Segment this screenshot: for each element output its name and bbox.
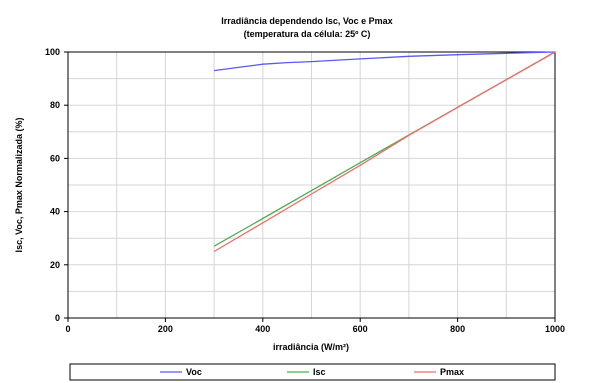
x-tick-label: 200 [158,324,173,334]
x-tick-label: 600 [353,324,368,334]
legend-label-pmax: Pmax [440,367,464,377]
x-tick-label: 1000 [545,324,565,334]
x-tick-label: 800 [450,324,465,334]
plot-area-frame [67,51,556,319]
series-line-pmax [213,51,556,253]
chart-title: Irradiância dependendo Isc, Voc e Pmax [221,16,392,26]
grid [68,52,555,318]
x-tick-label: 0 [65,324,70,334]
y-tick-label: 40 [50,207,60,217]
axis-ticks: 0 200 400 600 800 1000 0 20 40 60 80 100 [45,47,565,334]
y-tick-label: 60 [50,153,60,163]
series-line-voc [214,51,556,72]
legend-label-voc: Voc [186,367,202,377]
x-tick-label: 400 [255,324,270,334]
x-axis-label: irradiância (W/m²) [273,342,349,352]
y-tick-label: 0 [55,313,60,323]
legend-label-isc: Isc [313,367,326,377]
legend-box [69,363,556,381]
y-tick-label: 80 [50,100,60,110]
legend: Voc Isc Pmax [69,363,556,381]
series-lines [213,51,556,253]
y-tick-label: 20 [50,260,60,270]
chart-subtitle: (temperatura da célula: 25º C) [244,29,371,39]
y-axis-label: Isc, Voc, Pmax Normalizada (%) [14,118,24,253]
y-tick-label: 100 [45,47,60,57]
